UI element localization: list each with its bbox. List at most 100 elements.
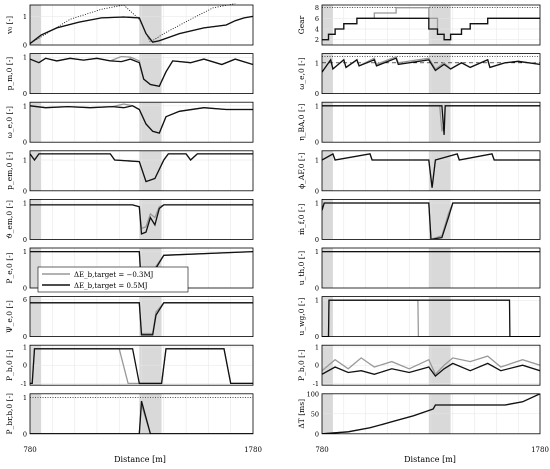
x-axis-label-left: Distance [m] xyxy=(114,455,166,464)
shaded-region xyxy=(322,5,333,45)
y-tick-label: 1 xyxy=(23,200,27,208)
shaded-region xyxy=(30,5,42,45)
y-tick-label: 1 xyxy=(315,200,319,208)
shaded-region xyxy=(30,393,42,434)
y-axis-label: p_m,0 [-] xyxy=(5,57,14,91)
y-tick-label: 0 xyxy=(315,430,319,438)
series-line-1 xyxy=(30,250,253,288)
y-tick-label: 50 xyxy=(311,410,319,418)
y-axis-label: p_em,0 [-] xyxy=(5,152,14,190)
panel-Pbr_b-left: 0 1 P_br,b,0 [-] xyxy=(5,393,254,438)
shaded-region xyxy=(139,102,162,143)
y-tick-label: 0 xyxy=(23,285,27,293)
series-line-1 xyxy=(30,348,253,385)
y-axis-label: u_th,0 [-] xyxy=(297,251,306,285)
panel-v0-left: 0 1 v₀ [-] xyxy=(5,3,254,50)
series-line-1 xyxy=(30,153,253,183)
shaded-region xyxy=(139,296,162,337)
y-axis-label: ϑ_em,0 [-] xyxy=(5,200,14,239)
series-line-1 xyxy=(30,57,253,88)
y-tick-label: 1 xyxy=(23,344,27,352)
y-axis-label: ϕ_AF,0 [-] xyxy=(297,153,306,189)
shaded-region xyxy=(139,393,162,434)
series-line-1 xyxy=(322,152,540,188)
y-tick-label: 0 xyxy=(23,333,27,341)
shaded-region xyxy=(428,296,451,337)
y-tick-label: 0 xyxy=(23,139,27,147)
shaded-region xyxy=(322,102,333,143)
panel-u_th-right: 0 1 u_th,0 [-] xyxy=(297,247,541,293)
series-line-1 xyxy=(322,362,540,378)
reference-curve xyxy=(29,3,236,44)
series-line-0 xyxy=(322,355,540,376)
shaded-region xyxy=(322,199,333,240)
panel-u_wg-right: 0 1 u_wg,0 [-] xyxy=(297,296,541,341)
panel-Pb-left: -1 0 1 P_b,0 [-] xyxy=(5,344,254,388)
series-line-1 xyxy=(322,393,540,434)
x-tick-right-end: 1780 xyxy=(531,446,549,454)
y-tick-label: 1 xyxy=(315,297,319,305)
y-tick-label: 1 xyxy=(315,59,319,67)
y-tick-label: 0 xyxy=(315,187,319,195)
y-tick-label: 1 xyxy=(23,248,27,256)
x-tick-right-start: 780 xyxy=(315,446,328,454)
y-tick-label: 1 xyxy=(315,248,319,256)
series-line-1 xyxy=(30,204,253,235)
y-tick-label: 1 xyxy=(23,157,27,165)
shaded-region xyxy=(428,150,451,191)
panel-Pb_r-right: -1 0 1 P_b,0 [-] xyxy=(297,344,541,388)
y-axis-label: P_b,0 [-] xyxy=(5,349,14,381)
y-axis-label: P_b,0 [-] xyxy=(297,349,306,381)
y-tick-label: 0 xyxy=(315,90,319,98)
legend-entry-0: ΔE_b,target = −0.3MJ xyxy=(74,271,154,279)
series-line-1 xyxy=(322,202,540,240)
y-axis-label: v₀ [-] xyxy=(5,16,14,35)
shaded-region xyxy=(322,296,333,337)
y-tick-label: 4 xyxy=(315,26,319,34)
y-tick-label: -1 xyxy=(313,380,319,388)
y-tick-label: 6 xyxy=(315,15,319,23)
panel-omega_e_r-right: 0 1 ω_e,0 [-] xyxy=(297,53,541,98)
shaded-region xyxy=(322,150,333,191)
series-line-1 xyxy=(30,400,253,434)
y-axis-label: P_e,0 [-] xyxy=(5,252,14,283)
legend: ΔE_b,target = −0.3MJ ΔE_b,target = 0.5MJ xyxy=(37,266,189,293)
shaded-region xyxy=(428,53,451,94)
y-tick-label: 0 xyxy=(315,333,319,341)
legend-entry-1: ΔE_b,target = 0.5MJ xyxy=(74,282,148,290)
panel-Psi_e-left: 0 6 Ψ_e,0 [-] xyxy=(5,296,254,341)
y-tick-label: 6 xyxy=(23,296,27,304)
y-tick-label: 1 xyxy=(315,157,319,165)
y-axis-label: Ψ_e,0 [-] xyxy=(5,300,14,333)
shaded-region xyxy=(322,248,333,288)
y-tick-label: 0 xyxy=(23,236,27,244)
y-tick-label: 1 xyxy=(23,54,27,62)
y-tick-label: 1 xyxy=(315,344,319,352)
y-tick-label: 0 xyxy=(23,430,27,438)
y-axis-label: Gear xyxy=(297,15,306,34)
panel-phi_AF-right: 0 1 ϕ_AF,0 [-] xyxy=(297,150,541,195)
y-axis-label: P_br,b,0 [-] xyxy=(5,393,14,435)
series-line-1 xyxy=(30,15,253,45)
panel-mf-right: 0 1 ṁ_f,0 [-] xyxy=(297,198,541,244)
y-tick-label: 100 xyxy=(307,390,319,398)
y-tick-label: 0 xyxy=(315,285,319,293)
shaded-region xyxy=(139,53,162,94)
series-line-1 xyxy=(30,302,253,336)
shaded-region xyxy=(30,248,42,288)
series-line-1 xyxy=(30,105,253,134)
series-line-1 xyxy=(322,105,540,135)
panel-pem-left: 0 1 p_em,0 [-] xyxy=(5,150,254,195)
x-axis-label-right: Distance [m] xyxy=(404,455,456,464)
y-tick-label: -1 xyxy=(21,380,27,388)
panel-gear-right: 2 4 6 8 Gear xyxy=(297,4,541,46)
y-tick-label: 0 xyxy=(23,187,27,195)
shaded-region xyxy=(139,150,162,191)
y-axis-label: ω_e,0 [-] xyxy=(297,57,306,89)
y-tick-label: 0 xyxy=(315,236,319,244)
y-tick-label: 1 xyxy=(23,13,27,21)
y-tick-label: 0 xyxy=(315,362,319,370)
shaded-region xyxy=(428,248,451,288)
panel-eta_BA-right: 0 1 η_BA,0 [-] xyxy=(297,101,541,147)
